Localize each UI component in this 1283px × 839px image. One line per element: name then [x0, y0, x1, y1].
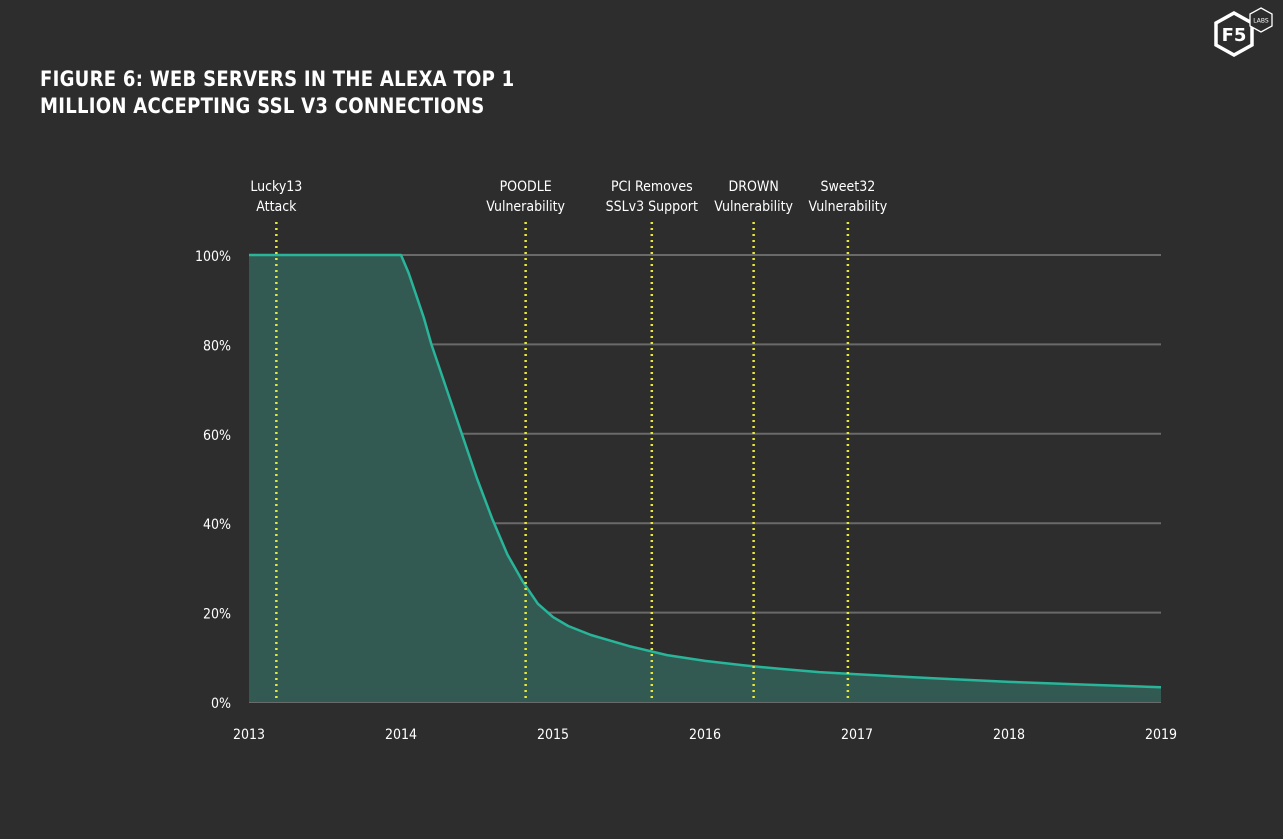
- series-area-0: [249, 255, 1161, 702]
- series-point: [742, 665, 744, 667]
- event-label-5-line-1: Sweet32: [820, 179, 875, 195]
- series-point: [431, 344, 433, 346]
- series-point: [446, 388, 448, 390]
- series-point: [408, 272, 410, 274]
- event-label-1-line-2: Attack: [256, 199, 297, 215]
- series-point: [476, 478, 478, 480]
- event-label-2-line-2: Vulnerability: [486, 199, 565, 215]
- event-label-2-line-1: POODLE: [500, 179, 552, 195]
- x-tick-label-2013: 2013: [233, 727, 265, 743]
- event-label-4-line-2: Vulnerability: [714, 199, 793, 215]
- event-label-3-line-1: PCI Removes: [611, 179, 693, 195]
- y-tick-label-40: 40%: [203, 517, 231, 533]
- series-line-0: [249, 253, 1162, 689]
- x-tick-label-2018: 2018: [993, 727, 1025, 743]
- event-label-1-line-1: Lucky13: [250, 179, 302, 195]
- series-point: [507, 554, 509, 556]
- y-tick-label-60: 60%: [203, 428, 231, 444]
- chart-title: FIGURE 6: WEB SERVERS IN THE ALEXA TOP 1…: [40, 66, 515, 120]
- series-point: [780, 668, 782, 670]
- series-point: [1084, 684, 1086, 686]
- area-layer: [248, 253, 1162, 702]
- event-label-3-line-2: SSLv3 Support: [606, 199, 698, 215]
- series-point: [537, 603, 539, 605]
- x-tick-label-2017: 2017: [841, 727, 873, 743]
- series-point: [704, 660, 706, 662]
- event-label-5-line-2: Vulnerability: [809, 199, 888, 215]
- series-point: [1008, 681, 1010, 683]
- x-tick-label-2016: 2016: [689, 727, 721, 743]
- logo-badge-hexagon: [1249, 7, 1273, 33]
- label-layer: 0% 20% 40% 60% 80% 100% 2013 2014 2015 2016 2017 20…: [195, 179, 1177, 743]
- series-point: [522, 581, 524, 583]
- series-point: [590, 634, 592, 636]
- series-point: [423, 317, 425, 319]
- y-tick-label-20: 20%: [203, 607, 231, 623]
- series-point: [856, 674, 858, 676]
- series-point: [415, 294, 417, 296]
- event-label-4-line-1: DROWN: [729, 179, 779, 195]
- y-tick-label-0: 0%: [211, 696, 231, 712]
- logo-badge-text: LABS: [1253, 18, 1269, 25]
- logo-text: F5: [1222, 25, 1247, 46]
- chart-title-line-1: FIGURE 6: WEB SERVERS IN THE ALEXA TOP 1: [40, 67, 515, 91]
- series-point: [666, 654, 668, 656]
- series-point: [461, 433, 463, 435]
- x-tick-label-2014: 2014: [385, 727, 417, 743]
- series-point: [552, 616, 554, 618]
- series-point: [818, 671, 820, 673]
- series-point: [932, 678, 934, 680]
- series-point: [628, 645, 630, 647]
- x-tick-label-2015: 2015: [537, 727, 569, 743]
- series-point: [491, 518, 493, 520]
- f5-labs-logo: F5 LABS: [1214, 7, 1273, 58]
- y-tick-label-100: 100%: [195, 249, 231, 265]
- series-point: [1160, 686, 1162, 688]
- y-tick-label-80: 80%: [203, 338, 231, 354]
- series-point: [567, 625, 569, 627]
- series-point: [248, 254, 250, 256]
- event-layer: [275, 222, 850, 702]
- series-point: [400, 254, 402, 256]
- x-tick-label-2019: 2019: [1145, 727, 1177, 743]
- chart-title-line-2: MILLION ACCEPTING SSL V3 CONNECTIONS: [40, 94, 485, 118]
